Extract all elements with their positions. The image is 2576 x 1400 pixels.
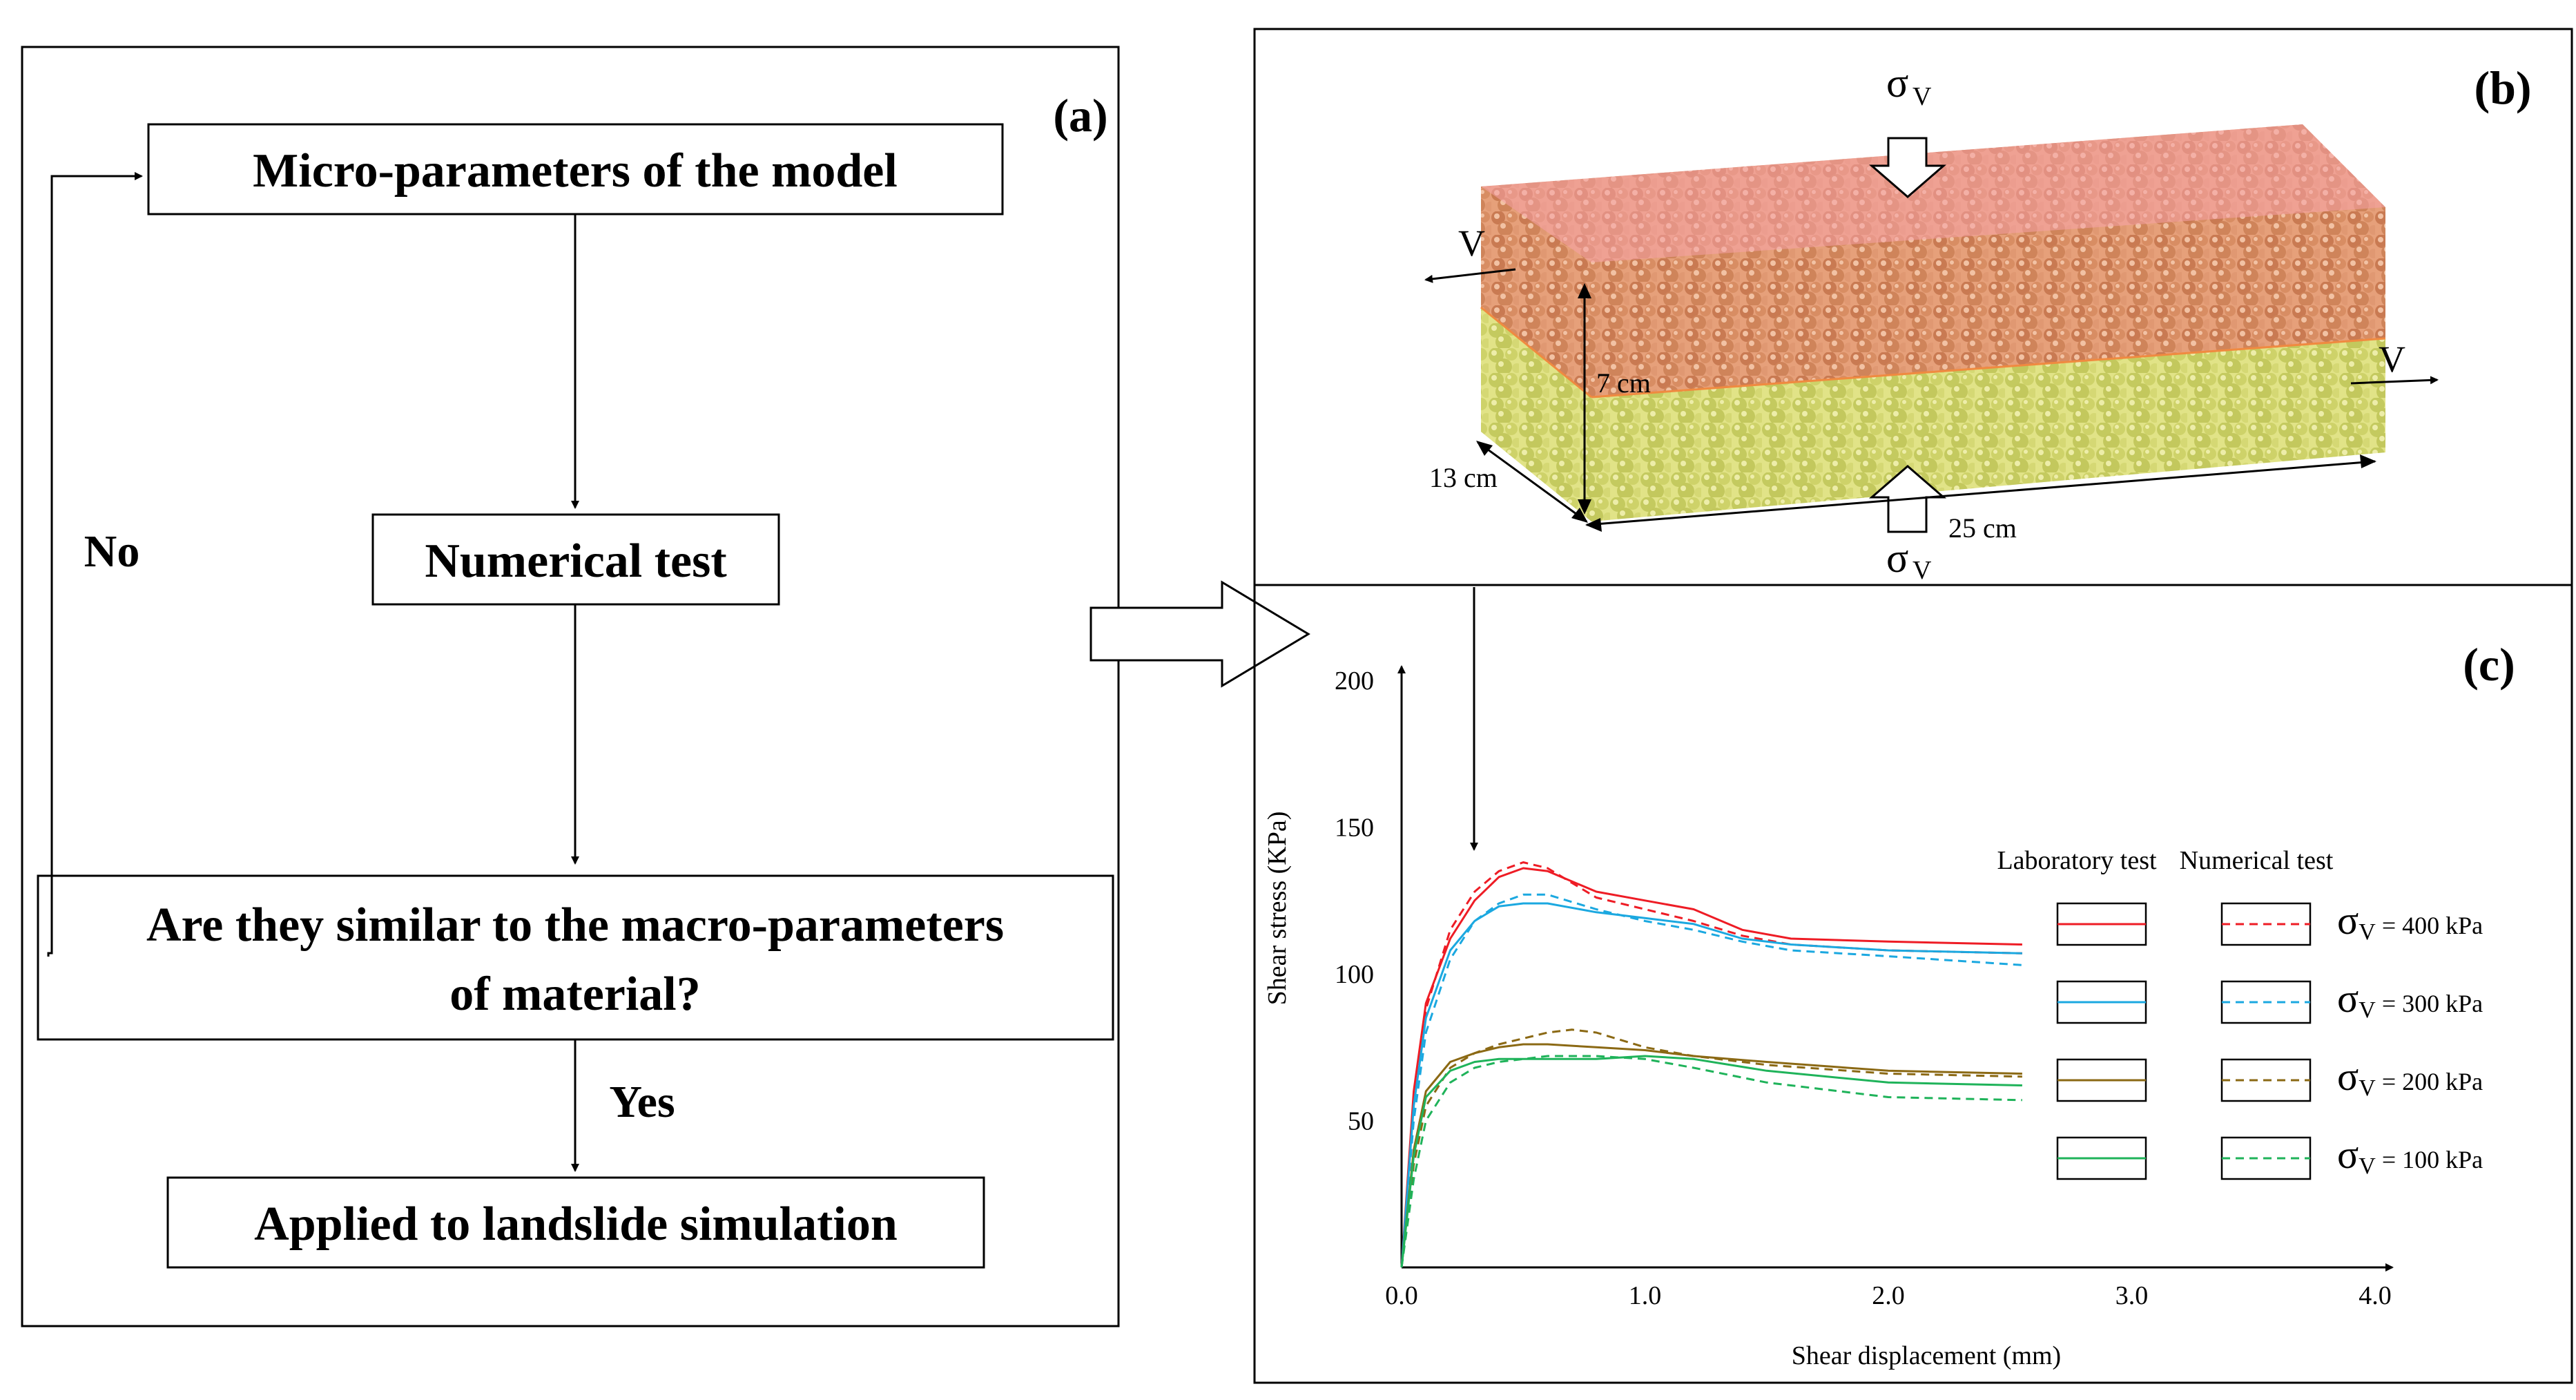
velocity-right-label: V xyxy=(2379,338,2405,380)
upper-box-top-face xyxy=(1481,124,2385,262)
y-tick-labels: 50 100 150 200 xyxy=(1335,667,1374,1136)
y-tick-label: 200 xyxy=(1335,667,1374,696)
x-tick-labels: 0.0 1.0 2.0 3.0 4.0 xyxy=(1385,1281,2392,1310)
legend-lab-header: Laboratory test xyxy=(1997,846,2157,875)
series-line-2 xyxy=(1400,902,2022,1268)
panel-a-label: (a) xyxy=(1053,89,1107,142)
sigma-bottom-sub: V xyxy=(1912,556,1932,585)
no-label: No xyxy=(84,526,140,577)
panel-c-label: (c) xyxy=(2463,638,2515,691)
sigma-bottom-symbol: σ xyxy=(1886,535,1908,581)
no-feedback-arrow xyxy=(47,172,143,957)
numerical-test-box xyxy=(371,513,780,606)
x-tick-label: 4.0 xyxy=(2359,1281,2392,1310)
sigma-top-arrow xyxy=(1868,137,1947,198)
landslide-simulation-text: Applied to landslide simulation xyxy=(254,1198,898,1251)
micro-parameters-text: Micro-parameters of the model xyxy=(253,144,898,198)
micro-parameters-box xyxy=(147,123,1004,215)
height-label: 7 cm xyxy=(1596,367,1651,399)
panel-c-frame xyxy=(1253,584,2573,1384)
series-line-6 xyxy=(1400,1055,2022,1268)
numerical-test-text: Numerical test xyxy=(425,535,726,588)
legend-entry-label: σV = 300 kPa xyxy=(2337,976,2483,1023)
velocity-left-arrow xyxy=(1424,268,1516,283)
y-tick-label: 100 xyxy=(1335,960,1374,989)
series-line-5 xyxy=(1400,1028,2022,1268)
series-line-7 xyxy=(1400,1055,2022,1268)
panel-c: (c) 50 100 150 200 0.0 1.0 2.0 3.0 4.0 Shear st… xyxy=(1253,584,2573,1384)
y-axis-title: Shear stress (KPa) xyxy=(1263,812,1292,1006)
sigma-top-symbol: σ xyxy=(1886,60,1908,106)
length-dimension xyxy=(1586,460,2376,526)
yes-label: Yes xyxy=(609,1077,675,1127)
panel-b: (b) σ V σ V V V 7 cm 13 cm 25 cm xyxy=(1253,28,2573,586)
series-line-0 xyxy=(1400,867,2022,1268)
x-tick-label: 0.0 xyxy=(1385,1281,1418,1310)
x-tick-label: 3.0 xyxy=(2115,1281,2149,1310)
series-line-4 xyxy=(1400,1043,2022,1268)
lower-particle-layer xyxy=(1481,307,2385,521)
y-tick-label: 150 xyxy=(1335,814,1374,843)
length-label: 25 cm xyxy=(1948,512,2017,544)
legend: σV = 400 kPa σV = 300 kPa σV = 200 kPa σV =… xyxy=(2056,898,2483,1180)
similarity-question-line2: of material? xyxy=(449,968,700,1021)
similarity-question-line1: Are they similar to the macro-parameters xyxy=(146,899,1004,952)
velocity-left-label: V xyxy=(1458,222,1485,264)
panel-b-label: (b) xyxy=(2474,61,2531,114)
legend-entry-label: σV = 400 kPa xyxy=(2337,898,2483,945)
similarity-question-box xyxy=(37,874,1114,1041)
panel-a-frame xyxy=(21,46,1120,1327)
sigma-top-sub: V xyxy=(1912,82,1932,111)
velocity-right-arrow xyxy=(2350,376,2439,385)
series-lines xyxy=(1400,861,2022,1268)
depth-label: 13 cm xyxy=(1429,462,1498,493)
panel-a: (a) Micro-parameters of the model Numeri… xyxy=(21,46,1120,1327)
series-line-1 xyxy=(1400,861,2022,1268)
legend-entry-label: σV = 100 kPa xyxy=(2337,1132,2483,1179)
x-tick-label: 1.0 xyxy=(1629,1281,1662,1310)
legend-entry-label: σV = 200 kPa xyxy=(2337,1054,2483,1101)
connector-hollow-arrow xyxy=(1090,580,1310,688)
y-tick-label: 50 xyxy=(1348,1107,1374,1136)
legend-num-header: Numerical test xyxy=(2180,846,2334,875)
x-tick-label: 2.0 xyxy=(1872,1281,1905,1310)
depth-dimension xyxy=(1477,441,1587,523)
x-axis-title: Shear displacement (mm) xyxy=(1792,1341,2061,1370)
landslide-simulation-box xyxy=(166,1176,985,1269)
